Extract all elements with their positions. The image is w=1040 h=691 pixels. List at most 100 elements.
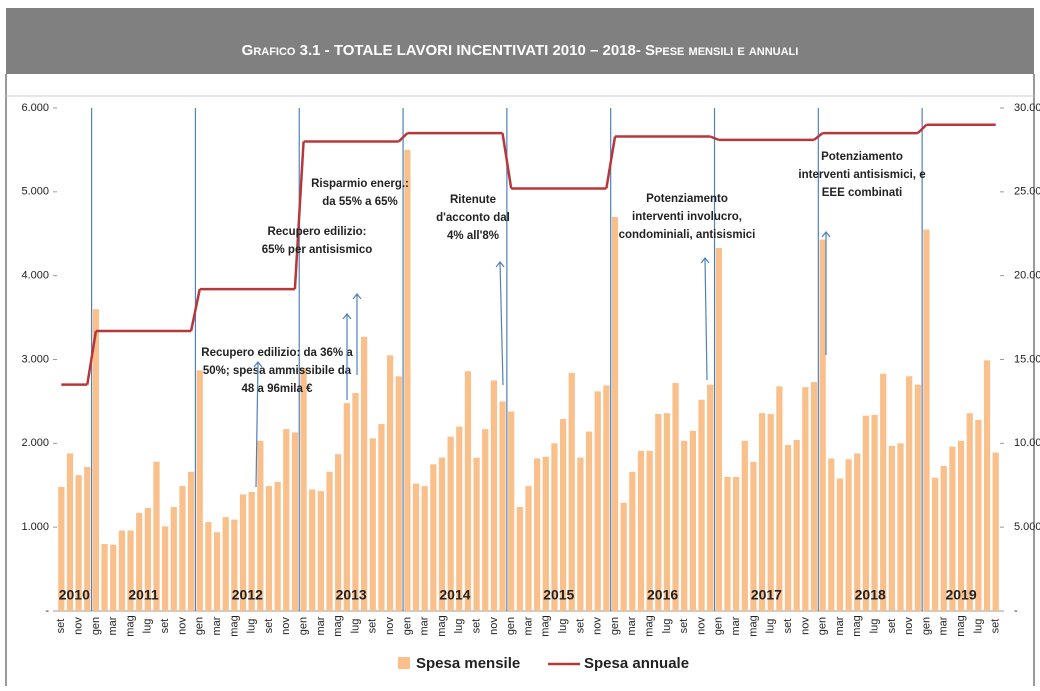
bar [603, 385, 610, 611]
bar [361, 336, 368, 611]
x-tick-label: nov [384, 617, 396, 635]
x-tick-label: gen [505, 617, 517, 635]
x-tick-label: set [263, 619, 275, 634]
x-tick-label: lug [142, 619, 154, 634]
bar [75, 475, 82, 611]
bar [473, 457, 480, 611]
bar [620, 502, 627, 611]
legend-label: Spesa mensile [416, 655, 520, 672]
annotation: 65% per antisismico [262, 244, 373, 256]
bar [239, 494, 247, 611]
bar [404, 149, 411, 611]
x-tick-label: set [886, 619, 898, 634]
y2-tick-label: 10.000 [1014, 437, 1040, 449]
annual-step [293, 141, 305, 290]
bar [464, 371, 472, 611]
bar [646, 450, 653, 611]
bar [205, 522, 212, 611]
bar [222, 517, 229, 611]
year-label: 2011 [128, 587, 159, 603]
x-tick-label: mar [522, 616, 534, 635]
bar [828, 458, 835, 611]
bar [490, 380, 498, 611]
bar [767, 413, 774, 611]
x-tick-label: nov [280, 617, 292, 635]
x-tick-label: nov [488, 617, 500, 635]
bar [326, 471, 333, 611]
arrow [705, 258, 707, 381]
bar [957, 440, 965, 611]
x-tick-label: mag [332, 615, 344, 636]
x-tick-label: mag [228, 615, 240, 636]
bar [283, 429, 290, 611]
bar [542, 456, 549, 611]
bar [949, 446, 956, 611]
chart-title: Grafico 3.1 - TOTALE LAVORI INCENTIVATI … [242, 42, 799, 59]
x-tick-label: gen [90, 617, 102, 635]
bar [430, 464, 437, 611]
y2-tick-label: 25.000 [1014, 186, 1040, 198]
bar [689, 430, 696, 611]
bar [655, 413, 662, 611]
x-tick-label: mar [834, 616, 846, 635]
legend-label: Spesa annuale [584, 655, 689, 672]
x-tick-label: set [574, 619, 586, 634]
bar [309, 489, 316, 611]
y2-tick-label: 5.000 [1014, 521, 1040, 533]
bar [335, 454, 342, 611]
x-tick-label: mag [436, 615, 448, 636]
bar [836, 478, 844, 611]
bar [983, 360, 991, 611]
bar [257, 440, 264, 611]
x-tick-label: lug [765, 619, 777, 634]
year-label: 2017 [751, 587, 782, 603]
x-tick-label: mar [315, 616, 327, 635]
legend-swatch [398, 657, 410, 669]
bar [758, 413, 766, 611]
x-tick-label: mag [124, 615, 136, 636]
bar [412, 483, 420, 611]
x-tick-label: lug [661, 619, 673, 634]
year-label: 2014 [439, 587, 470, 603]
x-tick-label: set [782, 619, 794, 634]
y2-tick-label: 20.000 [1014, 270, 1040, 282]
x-tick-label: mar [419, 616, 431, 635]
bar [715, 248, 722, 612]
bar [741, 440, 748, 611]
x-tick-label: set [678, 619, 690, 634]
annotation: condominiali, antisismici [619, 229, 756, 241]
bar [932, 477, 939, 611]
annotation: 48 a 96mila € [242, 383, 314, 395]
bar [153, 461, 160, 611]
annotation: interventi involucro, [632, 211, 742, 223]
annotation: Potenziamento [646, 193, 728, 205]
annual-step [501, 132, 513, 189]
x-tick-label: set [990, 619, 1002, 634]
annotation: Recupero edilizio: da 36% a [201, 347, 353, 359]
bar [265, 486, 273, 611]
bar [66, 453, 74, 611]
x-tick-label: nov [73, 617, 85, 635]
bar [940, 465, 947, 611]
x-tick-label: lug [246, 619, 258, 634]
bar [248, 491, 255, 611]
x-tick-label: set [470, 619, 482, 634]
bar [793, 439, 800, 611]
x-tick-label: set [55, 619, 67, 634]
x-tick-label: gen [401, 617, 413, 635]
annual-step [813, 132, 824, 141]
bar [568, 372, 575, 611]
bar [421, 486, 428, 611]
annual-step [709, 135, 720, 142]
y2-tick-label: 30.000 [1014, 102, 1040, 114]
annual-step [916, 123, 928, 135]
y2-tick-label: 15.000 [1014, 353, 1040, 365]
bar [144, 507, 151, 611]
bar [438, 457, 446, 611]
x-tick-label: nov [695, 617, 707, 635]
bar [611, 216, 619, 611]
x-tick-label: nov [592, 617, 604, 635]
bar [992, 452, 999, 611]
bar [179, 486, 186, 611]
